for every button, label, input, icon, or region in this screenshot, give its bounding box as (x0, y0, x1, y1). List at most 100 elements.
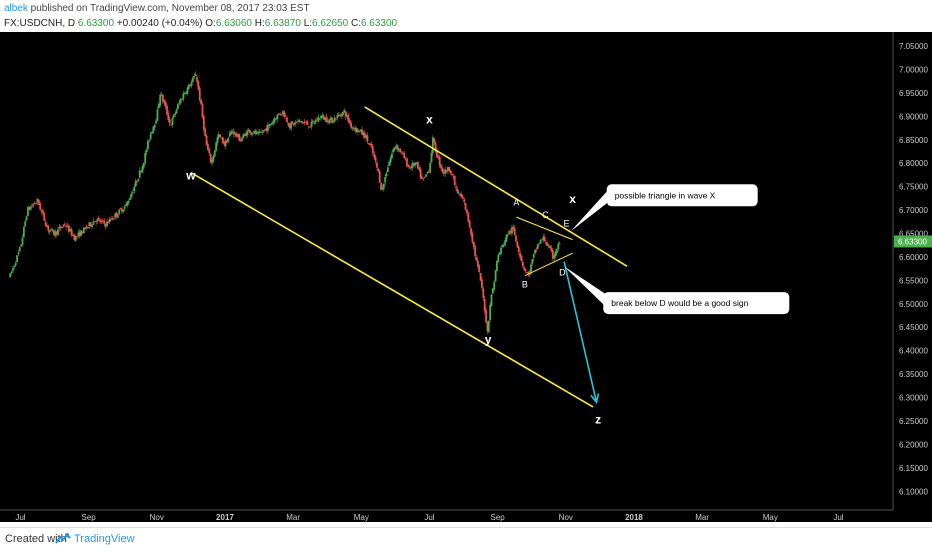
candle-body (335, 118, 337, 120)
candle-body (438, 156, 441, 166)
price-chart[interactable]: w x y x z A B C D E possible triangle in wave X br… (0, 32, 932, 522)
channel-line (190, 171, 594, 408)
candle-body (227, 137, 230, 142)
candle-body (475, 257, 478, 261)
candle-body (246, 130, 249, 136)
candle-body (400, 151, 403, 153)
candle-body (369, 143, 372, 146)
candle-body (190, 81, 193, 86)
candle-body (337, 114, 340, 117)
candle-body (197, 81, 200, 90)
candle-body (174, 113, 177, 115)
candle-body (254, 130, 257, 135)
candle-body (207, 144, 209, 150)
candle-body (451, 173, 453, 176)
candle-body (198, 88, 201, 101)
candle-body (62, 225, 65, 227)
low-value: 6.62650 (312, 18, 349, 29)
candle-body (524, 268, 527, 272)
candle-body (295, 121, 298, 123)
candle-body (397, 148, 400, 151)
candle-body (419, 169, 422, 179)
candle-body (250, 133, 253, 135)
candle-body (490, 294, 493, 307)
candle-body (408, 167, 411, 169)
candle-body (213, 150, 216, 157)
callout-text: possible triangle in wave X (615, 190, 716, 200)
candle-body (361, 129, 363, 135)
candle-body (258, 131, 261, 133)
callout-text: break below D would be a good sign (611, 298, 748, 308)
candle-body (554, 251, 557, 257)
candle-body (238, 133, 241, 141)
candle-body (36, 198, 39, 202)
callout-box (606, 184, 758, 207)
candle-body (211, 160, 213, 164)
candle-body (457, 192, 460, 194)
wave-label: x (569, 192, 576, 206)
candle-body (500, 247, 502, 254)
candle-body (411, 163, 414, 168)
y-tick-label: 6.70000 (899, 206, 928, 215)
candle-body (186, 87, 189, 94)
candle-body (380, 182, 382, 190)
candle-body (521, 262, 524, 267)
candle-body (117, 214, 119, 218)
candle-body (67, 225, 70, 232)
close-label: C: (350, 18, 361, 29)
candle-body (264, 129, 267, 130)
candle-body (520, 255, 523, 261)
candle-body (144, 153, 147, 164)
tradingview-brand[interactable]: TradingView (74, 533, 135, 545)
candle-body (177, 104, 179, 109)
candle-body (431, 137, 434, 153)
y-tick-label: 6.25000 (899, 417, 928, 426)
candle-body (459, 193, 462, 196)
close-value: 6.63300 (360, 18, 398, 29)
candle-body (73, 234, 76, 240)
candle-body (485, 309, 487, 322)
tradingview-logo-icon (55, 533, 71, 544)
y-tick-label: 6.30000 (899, 394, 928, 403)
candle-body (129, 197, 132, 200)
candle-body (58, 227, 61, 229)
candle-body (328, 119, 331, 124)
candle-body (478, 265, 481, 272)
candle-body (54, 231, 57, 236)
candle-body (496, 260, 498, 272)
candle-body (481, 279, 483, 288)
candle-body (321, 115, 324, 118)
candle-body (404, 158, 407, 160)
published-text: published on TradingView.com, November 0… (27, 3, 310, 14)
candle-body (115, 212, 118, 217)
candle-body (433, 138, 436, 143)
candle-body (284, 116, 287, 117)
wave-label: B (522, 279, 528, 289)
candle-body (391, 153, 393, 158)
candle-body (550, 248, 553, 252)
candle-body (220, 137, 223, 139)
candle-body (472, 241, 475, 247)
candle-body (138, 170, 141, 178)
candle-body (204, 128, 207, 136)
candle-body (185, 92, 187, 94)
chart-header: albek published on TradingView.com, Nove… (0, 0, 932, 32)
candle-body (193, 75, 196, 78)
candle-body (157, 103, 160, 108)
author-link[interactable]: albek (4, 3, 28, 14)
candle-body (192, 77, 194, 82)
candle-body (371, 146, 374, 154)
candle-body (416, 161, 419, 169)
candle-body (491, 288, 494, 294)
candle-body (489, 304, 492, 321)
candle-body (160, 94, 163, 96)
candle-body (80, 230, 83, 236)
x-tick-label: Jul (15, 513, 25, 522)
y-tick-label: 6.85000 (899, 136, 928, 145)
candle-body (103, 220, 106, 224)
candle-body (147, 140, 149, 150)
y-tick-label: 6.65000 (899, 230, 928, 239)
candle-body (110, 218, 113, 220)
wave-label: w (185, 169, 196, 183)
candle-body (301, 121, 303, 123)
